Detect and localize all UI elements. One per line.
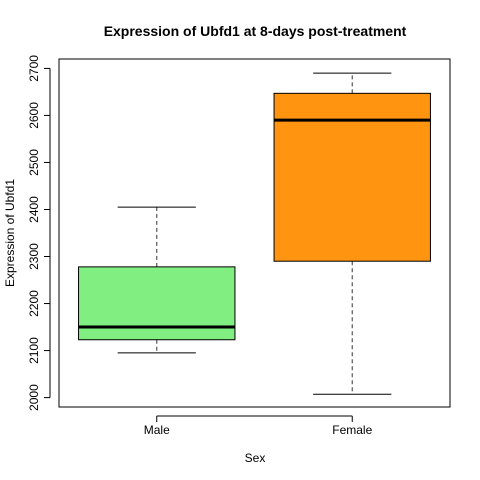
y-tick-label-2100: 2100 xyxy=(27,337,41,364)
plot-frame xyxy=(58,58,451,408)
x-tick-label-male: Male xyxy=(144,423,170,437)
x-tick-label-female: Female xyxy=(332,423,372,437)
y-tick-label-2600: 2600 xyxy=(27,102,41,129)
y-axis-label: Expression of Ubfd1 xyxy=(3,179,17,287)
y-tick-label-2500: 2500 xyxy=(27,149,41,176)
box-male xyxy=(78,266,236,341)
x-axis-label: Sex xyxy=(245,451,266,465)
y-tick-label-2400: 2400 xyxy=(27,196,41,223)
chart-title: Expression of Ubfd1 at 8-days post-treat… xyxy=(104,23,407,39)
plot-area: 2000 2100 2200 2300 2400 2500 2600 2700 Male Fema… xyxy=(27,55,451,437)
y-tick-label-2200: 2200 xyxy=(27,290,41,317)
box-female xyxy=(273,92,431,262)
y-tick-label-2300: 2300 xyxy=(27,243,41,270)
y-tick-label-2700: 2700 xyxy=(27,55,41,82)
y-tick-label-2000: 2000 xyxy=(27,384,41,411)
